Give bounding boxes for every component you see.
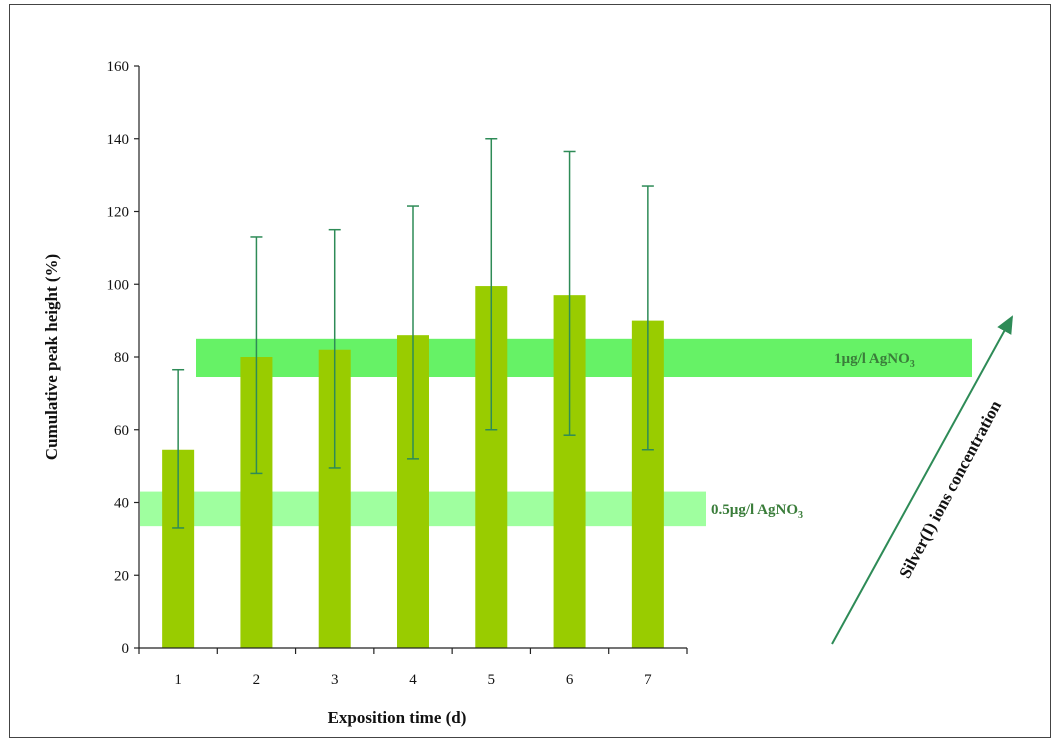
error-bar-day-5 — [485, 138, 498, 431]
x-tick-label: 5 — [488, 672, 496, 688]
y-tick-label: 60 — [114, 423, 129, 439]
y-tick-label: 40 — [114, 496, 129, 512]
y-tick-label: 80 — [114, 350, 129, 366]
y-tick-label: 160 — [107, 59, 130, 75]
x-tick-label: 7 — [644, 672, 652, 688]
error-bar-day-1 — [172, 368, 185, 529]
x-tick-label: 6 — [566, 672, 574, 688]
y-axis-title: Cumulative peak height (%) — [42, 254, 61, 460]
error-bar-day-4 — [407, 205, 419, 460]
error-bar-day-7 — [641, 185, 654, 451]
error-bar-day-3 — [328, 228, 341, 469]
error-bar-day-2 — [250, 236, 263, 475]
concentration-arrow — [831, 315, 1013, 645]
y-tick-label: 140 — [107, 132, 130, 148]
concentration-band-label-2: 1µg/l AgNO3 — [834, 351, 915, 370]
y-tick-label: 100 — [107, 277, 130, 293]
y-tick-label: 20 — [114, 568, 129, 584]
x-tick-label: 3 — [331, 672, 339, 688]
x-tick-label: 4 — [409, 672, 417, 688]
x-tick-label: 1 — [174, 672, 182, 688]
concentration-arrow-label: Silver(I) ions concentration — [895, 397, 1005, 582]
concentration-band-label-1: 0.5µg/l AgNO3 — [711, 502, 803, 521]
x-tick-label: 2 — [253, 672, 261, 688]
x-axis-title: Exposition time (d) — [328, 708, 467, 727]
y-tick-label: 120 — [107, 205, 130, 221]
y-tick-label: 0 — [122, 641, 130, 657]
error-bar-day-6 — [563, 150, 576, 436]
